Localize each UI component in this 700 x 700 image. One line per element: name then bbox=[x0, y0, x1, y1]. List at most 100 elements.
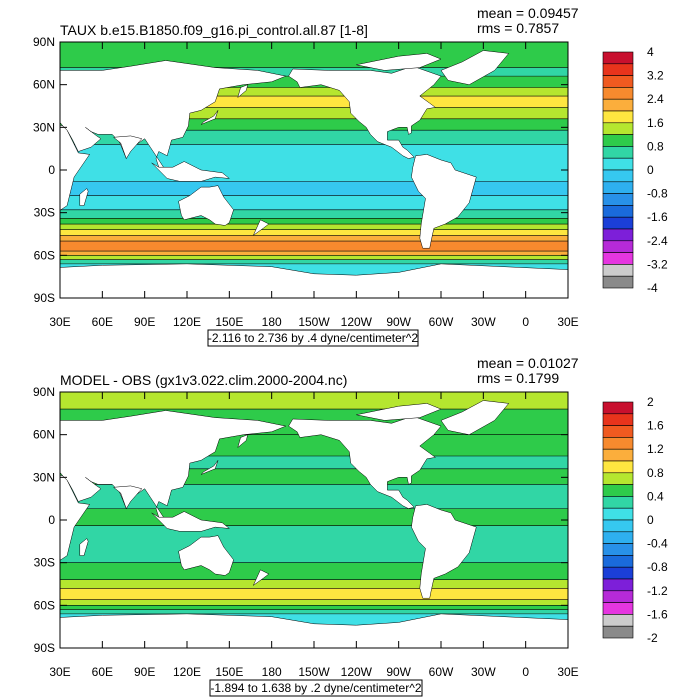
land-indonesia bbox=[151, 511, 231, 532]
lat-label: 30N bbox=[33, 470, 55, 484]
colorbar-label: -2 bbox=[647, 631, 658, 645]
colorbar-label: 2 bbox=[647, 395, 654, 409]
colorbar-cell bbox=[602, 448, 634, 462]
colorbar-cell bbox=[602, 110, 634, 124]
land-australia bbox=[178, 535, 234, 576]
colorbar-cell bbox=[602, 51, 634, 65]
panel-title: TAUX b.e15.B1850.f09_g16.pi_control.all.… bbox=[60, 22, 368, 38]
mean-label: mean = 0.09457 bbox=[477, 5, 579, 21]
panel-svg: MODEL - OBS (gx1v3.022.clim.2000-2004.nc… bbox=[9, 355, 668, 697]
colorbar-label: -1.2 bbox=[647, 584, 668, 598]
lat-axis: 90N 60N 30N 0 30S 60S 90S bbox=[33, 385, 568, 655]
colorbar-label: -0.4 bbox=[647, 537, 668, 551]
colorbar-cell bbox=[602, 87, 634, 100]
colorbar-label: 3.2 bbox=[647, 69, 664, 83]
ocean-band bbox=[60, 251, 568, 256]
land-madagascar bbox=[79, 538, 89, 556]
panel-model-minus-obs: MODEL - OBS (gx1v3.022.clim.2000-2004.nc… bbox=[0, 350, 700, 700]
lon-label: 120E bbox=[173, 315, 201, 329]
colorbar-label: -3.2 bbox=[647, 257, 668, 271]
colorbar-cell bbox=[602, 413, 634, 426]
lon-label: 90W bbox=[386, 665, 411, 679]
colorbar-cell bbox=[602, 401, 634, 415]
map-plot: 90N 60N 30N 0 30S 60S 90S 30E 60E 90E 120E 150E 180… bbox=[33, 35, 579, 329]
lat-axis: 90N 60N 30N 0 30S 60S 90S bbox=[33, 35, 568, 305]
ocean-band bbox=[60, 599, 568, 606]
colorbar-cell bbox=[602, 507, 634, 521]
ocean-band bbox=[60, 107, 568, 119]
colorbar-label: -4 bbox=[647, 281, 658, 295]
colorbar-cell bbox=[602, 98, 634, 112]
lon-label: 60E bbox=[92, 315, 113, 329]
lat-label: 0 bbox=[48, 513, 55, 527]
land-masses bbox=[9, 400, 568, 648]
ocean-band bbox=[60, 609, 568, 614]
land-nz bbox=[252, 569, 270, 587]
lon-axis: 30E 60E 90E 120E 150E 180 150W 120W 90W 60W 30W 0 30… bbox=[49, 392, 579, 679]
ocean-band bbox=[60, 118, 568, 131]
ocean-band bbox=[60, 588, 568, 600]
lon-label: 180 bbox=[262, 315, 282, 329]
colorbar-cell bbox=[602, 602, 634, 615]
colorbar-cell bbox=[602, 216, 634, 230]
land-madagascar bbox=[79, 188, 89, 206]
colorbar-cell bbox=[602, 566, 634, 580]
colorbar-cell bbox=[602, 460, 634, 474]
lat-label: 90S bbox=[34, 291, 55, 305]
colorbar-cell bbox=[602, 625, 634, 639]
colorbar-cell bbox=[602, 75, 634, 88]
colorbar-cell bbox=[602, 193, 634, 206]
land-arctic-isles bbox=[356, 403, 442, 421]
ocean-band bbox=[60, 562, 568, 580]
lon-label: 150W bbox=[298, 315, 330, 329]
ocean-band bbox=[60, 209, 568, 219]
lat-label: 60N bbox=[33, 428, 55, 442]
colorbar-label: -0.8 bbox=[647, 187, 668, 201]
colorbar-cell bbox=[602, 63, 634, 76]
land-s-america bbox=[411, 504, 477, 599]
lon-label: 30E bbox=[49, 665, 70, 679]
colorbar-cell bbox=[602, 134, 634, 147]
colorbar-label: 0 bbox=[647, 163, 654, 177]
range-label: -2.116 to 2.736 by .4 dyne/centimeter^2 bbox=[208, 331, 419, 345]
land-s-america bbox=[411, 154, 477, 249]
colorbar-cell bbox=[602, 240, 634, 253]
colorbar-cell bbox=[602, 614, 634, 627]
ocean-band bbox=[60, 508, 568, 526]
lon-axis: 30E 60E 90E 120E 150E 180 150W 120W 90W 60W 30W 0 30… bbox=[49, 42, 579, 329]
lon-label: 150W bbox=[298, 665, 330, 679]
land-n-america bbox=[288, 415, 442, 509]
ocean-band bbox=[60, 96, 568, 108]
rms-label: rms = 0.7857 bbox=[477, 20, 559, 36]
land-uk bbox=[9, 438, 20, 449]
ocean-band bbox=[60, 255, 568, 260]
colorbar-cell bbox=[602, 146, 634, 159]
lat-label: 30S bbox=[34, 556, 55, 570]
land-arctic-isles bbox=[356, 53, 442, 71]
range-box bbox=[207, 329, 419, 347]
lon-label: 120E bbox=[173, 665, 201, 679]
land-masses bbox=[60, 50, 568, 298]
ocean-band bbox=[60, 241, 568, 252]
rms-label: rms = 0.1799 bbox=[477, 370, 559, 386]
lat-label: 60N bbox=[33, 78, 55, 92]
land-japan bbox=[200, 460, 219, 475]
colorbar-cell bbox=[602, 496, 634, 509]
colorbar-cell bbox=[602, 543, 634, 556]
lat-label: 30S bbox=[34, 206, 55, 220]
lon-label: 90W bbox=[386, 315, 411, 329]
colorbar-label: 2.4 bbox=[647, 92, 664, 106]
lat-label: 90N bbox=[33, 35, 55, 49]
ocean-band bbox=[60, 195, 568, 210]
colorbar-cell bbox=[602, 531, 634, 544]
lat-label: 90S bbox=[34, 641, 55, 655]
colorbar-cell bbox=[602, 228, 634, 242]
lon-label: 30E bbox=[557, 665, 578, 679]
colorbar-cell bbox=[602, 425, 634, 438]
land-n-america bbox=[288, 65, 442, 159]
lat-label: 0 bbox=[48, 163, 55, 177]
panel-svg: TAUX b.e15.B1850.f09_g16.pi_control.all.… bbox=[33, 5, 668, 347]
ocean-band bbox=[60, 218, 568, 225]
panel-taux: TAUX b.e15.B1850.f09_g16.pi_control.all.… bbox=[33, 5, 668, 347]
lon-label: 150E bbox=[215, 665, 243, 679]
